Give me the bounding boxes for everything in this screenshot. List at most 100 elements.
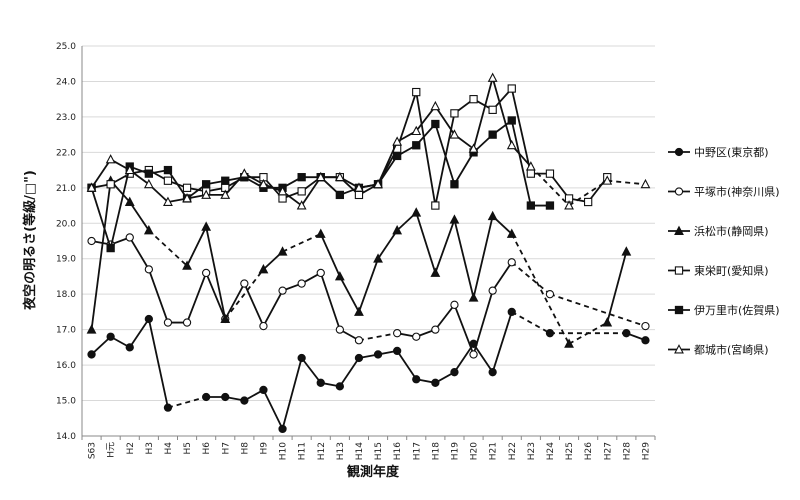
data-point [335, 325, 344, 334]
data-point [622, 329, 631, 338]
series-segment [415, 91, 437, 206]
legend-item-2: 平塚市(神奈川県) [668, 185, 780, 199]
data-point [316, 268, 325, 278]
data-point [201, 221, 212, 231]
data-point [354, 306, 364, 316]
x-tick-label: H15 [374, 442, 384, 460]
legend-label: 浜松市(静岡県) [694, 224, 769, 238]
legend-item-6: 都城市(宮崎県) [668, 343, 769, 357]
data-point [564, 338, 574, 348]
data-point [545, 329, 555, 338]
series-segment [186, 272, 207, 323]
series-segment-gap [224, 268, 265, 320]
data-point [220, 189, 231, 199]
series-segment-gap [568, 321, 608, 345]
x-tick-labels: S63 H元 H2 H3 H4 H5 H6 H7 H8 H9 H10 H11 H12 H13 H14 H15 H… [88, 442, 652, 461]
legend-marker [674, 225, 684, 235]
x-tick-label: H20 [470, 442, 480, 460]
axes [81, 46, 656, 440]
data-point [450, 109, 459, 118]
series-segment [472, 77, 494, 150]
series-segment-gap [511, 261, 551, 295]
data-point [335, 382, 344, 391]
data-point [526, 201, 535, 210]
data-point [125, 233, 134, 242]
data-point [431, 201, 440, 210]
data-point [487, 72, 498, 82]
data-point [239, 168, 250, 178]
series-segment [319, 233, 341, 277]
series-segment [339, 276, 360, 313]
series-segment [90, 158, 112, 189]
data-point [277, 246, 288, 256]
data-point [449, 129, 460, 139]
data-point [240, 279, 249, 288]
data-point [583, 197, 593, 207]
series-segment [453, 304, 475, 355]
data-point [507, 116, 516, 125]
x-tick-label: H8 [240, 442, 250, 455]
x-tick-label: H13 [336, 442, 346, 460]
data-point [392, 329, 402, 338]
legend-item-5: 伊万里市(佐賀県) [668, 303, 780, 317]
legend-item-3: 浜松市(静岡県) [668, 224, 769, 238]
data-point [278, 424, 287, 434]
y-tick-label: 25.0 [56, 42, 76, 52]
series-segment-gap [607, 179, 646, 186]
data-point [259, 385, 268, 395]
y-tick-labels: 14.0 15.0 16.0 17.0 18.0 19.0 20.0 21.0 22.0 23.0… [56, 42, 76, 442]
data-point [144, 265, 153, 274]
data-point [469, 95, 478, 104]
series-segment [434, 123, 456, 185]
x-tick-label: H17 [412, 442, 422, 460]
grid-lines [82, 45, 655, 437]
data-point [602, 175, 613, 185]
data-point [488, 286, 497, 295]
data-point [163, 318, 173, 327]
data-point [507, 307, 516, 317]
data-point [297, 187, 306, 196]
series-segment-gap [511, 311, 551, 334]
x-tick-label: H4 [164, 442, 174, 455]
series-segment [472, 215, 494, 298]
data-point [182, 183, 192, 192]
series-segment [205, 226, 227, 320]
legend-label: 東栄町(愛知県) [694, 264, 769, 278]
data-point [545, 169, 555, 178]
y-tick-label: 23.0 [56, 113, 76, 123]
series-segment [434, 105, 456, 136]
data-point [487, 210, 498, 221]
data-point [449, 214, 460, 224]
x-tick-label: H25 [565, 442, 575, 460]
legend-item-4: 東栄町(愛知県) [668, 264, 769, 278]
legend-label: 中野区(東京都) [694, 145, 769, 159]
x-tick-label: H22 [508, 442, 518, 460]
y-tick-label: 19.0 [56, 255, 76, 265]
series-segment-gap [530, 165, 570, 207]
data-point [143, 224, 154, 235]
x-tick-label: H19 [450, 442, 460, 460]
data-point [354, 336, 364, 345]
data-point [640, 178, 651, 189]
data-point [392, 224, 403, 235]
x-tick-label: H12 [317, 442, 327, 460]
series-segment [472, 343, 494, 373]
data-point [221, 176, 230, 185]
series-segment [186, 194, 207, 200]
data-point [105, 154, 116, 164]
data-point [201, 392, 211, 402]
data-point [545, 290, 555, 299]
data-point [278, 194, 287, 203]
x-tick-label: H18 [431, 442, 441, 460]
x-axis-title: 観測年度 [346, 464, 400, 480]
series-segment [339, 357, 360, 387]
series-segment [167, 169, 188, 199]
series-segment [453, 151, 475, 185]
data-point [602, 317, 613, 327]
legend-label: 伊万里市(佐賀県) [694, 303, 780, 317]
series-segment [90, 187, 112, 249]
data-point [468, 292, 479, 302]
y-tick-label: 16.0 [56, 361, 76, 371]
series-segment [510, 120, 532, 206]
